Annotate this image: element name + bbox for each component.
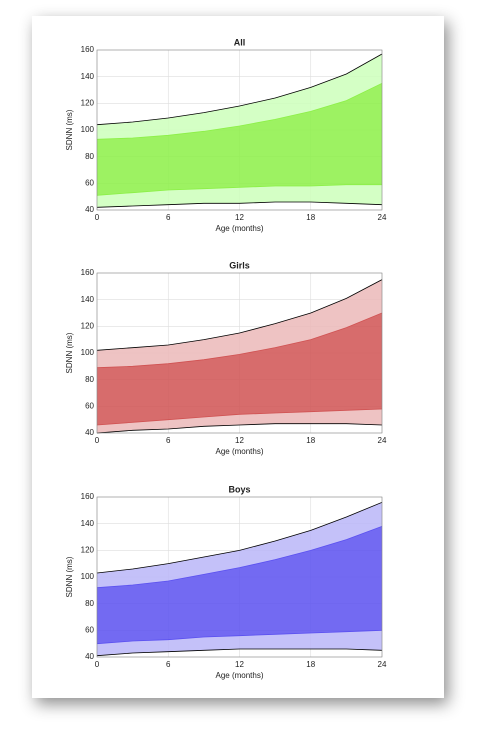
plot-frame	[96, 49, 383, 211]
x-tick-label: 12	[235, 436, 244, 445]
y-tick-label: 80	[85, 152, 94, 161]
curve	[96, 629, 383, 645]
curve	[96, 525, 383, 589]
y-tick-label: 160	[81, 45, 95, 54]
y-tick-label: 160	[81, 492, 95, 501]
y-tick-label: 100	[81, 348, 95, 357]
chart-title: All	[234, 37, 246, 47]
y-tick-label: 60	[85, 625, 94, 634]
x-tick-label: 18	[306, 660, 315, 669]
y-tick-label: 60	[85, 401, 94, 410]
y-tick-label: 160	[81, 268, 95, 277]
x-tick-label: 12	[235, 660, 244, 669]
x-tick-label: 6	[166, 213, 171, 222]
curve	[96, 53, 383, 126]
x-axis-label: Age (months)	[215, 447, 263, 456]
band	[97, 409, 382, 433]
curve	[96, 184, 382, 196]
y-axis-label: SDNN (ms)	[65, 556, 74, 597]
x-axis-label: Age (months)	[215, 224, 263, 233]
curve	[96, 201, 383, 208]
curve	[96, 501, 383, 574]
band	[97, 630, 382, 656]
curve	[96, 408, 383, 426]
y-tick-label: 80	[85, 599, 94, 608]
curve	[96, 82, 383, 140]
band	[97, 502, 382, 588]
curve	[96, 279, 383, 351]
x-axis-label: Age (months)	[215, 671, 263, 680]
x-tick-label: 0	[95, 436, 100, 445]
x-tick-label: 6	[166, 436, 171, 445]
x-tick-label: 0	[95, 660, 100, 669]
x-tick-label: 12	[235, 213, 244, 222]
y-axis-label: SDNN (ms)	[65, 109, 74, 150]
y-tick-label: 120	[81, 545, 95, 554]
y-tick-label: 40	[85, 652, 94, 661]
y-tick-label: 120	[81, 98, 95, 107]
band	[97, 313, 382, 425]
x-tick-label: 6	[166, 660, 171, 669]
y-tick-label: 140	[81, 519, 95, 528]
y-tick-label: 40	[85, 428, 94, 437]
y-tick-label: 40	[85, 205, 94, 214]
chart-title: Boys	[228, 484, 250, 494]
y-tick-label: 140	[81, 295, 95, 304]
y-tick-label: 60	[85, 178, 94, 187]
x-tick-label: 24	[378, 213, 387, 222]
y-tick-label: 80	[85, 375, 94, 384]
curve	[96, 423, 383, 434]
y-tick-label: 120	[81, 321, 95, 330]
curve	[96, 648, 383, 657]
x-tick-label: 18	[306, 436, 315, 445]
plot-frame	[96, 496, 383, 658]
plot-frame	[96, 272, 383, 434]
x-tick-label: 0	[95, 213, 100, 222]
x-tick-label: 24	[378, 436, 387, 445]
y-tick-label: 100	[81, 125, 95, 134]
x-tick-label: 18	[306, 213, 315, 222]
y-tick-label: 140	[81, 72, 95, 81]
x-tick-label: 24	[378, 660, 387, 669]
band	[97, 279, 382, 368]
chart-title: Girls	[229, 260, 250, 270]
y-axis-label: SDNN (ms)	[65, 332, 74, 373]
band	[97, 526, 382, 644]
y-tick-label: 100	[81, 572, 95, 581]
curve	[96, 312, 383, 369]
